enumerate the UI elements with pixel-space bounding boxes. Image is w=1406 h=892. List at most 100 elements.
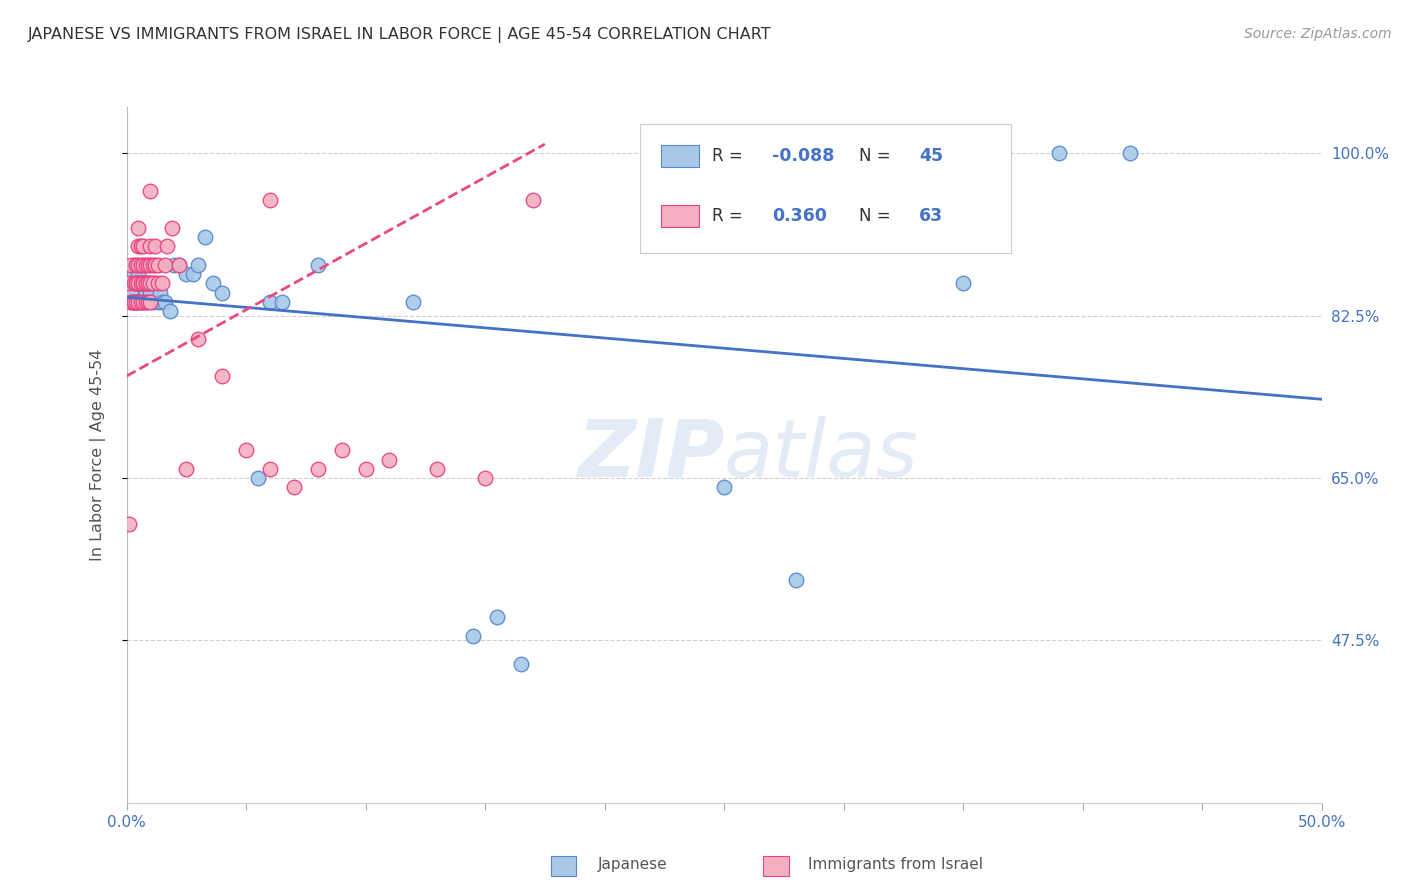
Point — [132, 294, 155, 309]
Point — [132, 277, 155, 291]
Point — [378, 452, 401, 467]
Point — [139, 294, 162, 309]
Text: Japanese: Japanese — [598, 857, 668, 872]
Text: R =: R = — [711, 147, 748, 165]
Point — [127, 294, 149, 309]
Point — [118, 277, 141, 291]
Point — [461, 629, 484, 643]
Point — [160, 220, 183, 235]
Point — [132, 239, 155, 253]
Point — [785, 573, 807, 587]
Text: Immigrants from Israel: Immigrants from Israel — [808, 857, 983, 872]
Point — [125, 258, 148, 272]
Point — [201, 277, 224, 291]
Text: R =: R = — [711, 207, 754, 226]
Point — [129, 294, 152, 309]
Point — [129, 258, 152, 272]
Text: 45: 45 — [920, 147, 943, 165]
Point — [136, 277, 159, 291]
Point — [142, 294, 165, 309]
Text: ZIP: ZIP — [576, 416, 724, 494]
Point — [142, 258, 165, 272]
Point — [307, 462, 329, 476]
Text: -0.088: -0.088 — [772, 147, 834, 165]
Point — [122, 294, 145, 309]
Point — [129, 277, 152, 291]
Point — [146, 294, 169, 309]
Point — [159, 304, 181, 318]
Text: N =: N = — [859, 147, 896, 165]
Point — [132, 277, 155, 291]
Point — [122, 294, 145, 309]
Point — [120, 294, 142, 309]
Point — [127, 220, 149, 235]
Point — [187, 258, 209, 272]
Point — [118, 517, 141, 532]
Point — [167, 258, 190, 272]
Point — [125, 294, 148, 309]
Text: JAPANESE VS IMMIGRANTS FROM ISRAEL IN LABOR FORCE | AGE 45-54 CORRELATION CHART: JAPANESE VS IMMIGRANTS FROM ISRAEL IN LA… — [28, 27, 772, 43]
Point — [354, 462, 377, 476]
Point — [135, 258, 157, 272]
Text: 63: 63 — [920, 207, 943, 226]
Point — [174, 462, 197, 476]
Point — [139, 277, 162, 291]
Point — [194, 230, 217, 244]
FancyBboxPatch shape — [661, 145, 699, 167]
Point — [143, 277, 166, 291]
Point — [129, 239, 152, 253]
Text: atlas: atlas — [724, 416, 920, 494]
Point — [1119, 146, 1142, 161]
Point — [183, 267, 205, 281]
Point — [142, 277, 165, 291]
Y-axis label: In Labor Force | Age 45-54: In Labor Force | Age 45-54 — [90, 349, 105, 561]
Point — [139, 184, 162, 198]
Point — [1047, 146, 1070, 161]
Point — [135, 294, 157, 309]
FancyBboxPatch shape — [661, 205, 699, 227]
Point — [120, 294, 142, 309]
Point — [122, 267, 145, 281]
Point — [125, 294, 148, 309]
Point — [127, 277, 149, 291]
Point — [135, 277, 157, 291]
Point — [150, 277, 174, 291]
Point — [307, 258, 329, 272]
Point — [143, 258, 166, 272]
Point — [125, 277, 148, 291]
Point — [120, 258, 142, 272]
Point — [127, 267, 149, 281]
Point — [136, 277, 159, 291]
Point — [139, 285, 162, 300]
Point — [522, 193, 544, 207]
Point — [486, 610, 509, 624]
Point — [127, 277, 149, 291]
Point — [136, 258, 159, 272]
Point — [713, 480, 735, 494]
Point — [149, 285, 172, 300]
Point — [150, 294, 174, 309]
Point — [122, 294, 145, 309]
Point — [509, 657, 531, 671]
Point — [146, 258, 169, 272]
Point — [330, 443, 353, 458]
Point — [187, 332, 209, 346]
Text: N =: N = — [859, 207, 896, 226]
Point — [153, 258, 176, 272]
Point — [139, 277, 162, 291]
Point — [952, 277, 974, 291]
Point — [146, 277, 169, 291]
Point — [127, 258, 149, 272]
Point — [235, 443, 257, 458]
Point — [426, 462, 449, 476]
Point — [120, 285, 142, 300]
Point — [132, 294, 155, 309]
Point — [129, 294, 152, 309]
Point — [139, 239, 162, 253]
Text: 0.360: 0.360 — [772, 207, 827, 226]
Point — [283, 480, 305, 494]
Point — [211, 285, 233, 300]
Point — [247, 471, 270, 485]
Point — [129, 277, 152, 291]
Point — [402, 294, 425, 309]
